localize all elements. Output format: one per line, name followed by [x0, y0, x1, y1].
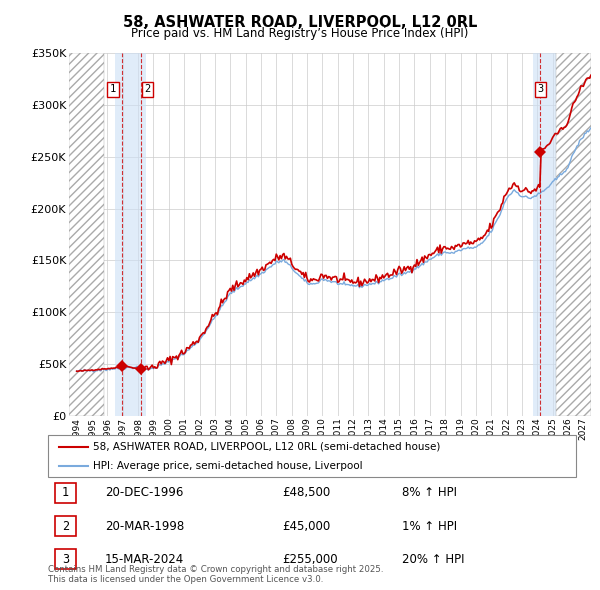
Text: 3: 3 — [62, 553, 69, 566]
Text: 1% ↑ HPI: 1% ↑ HPI — [402, 520, 457, 533]
Text: 2: 2 — [62, 520, 69, 533]
Text: 20-MAR-1998: 20-MAR-1998 — [105, 520, 184, 533]
Text: 20-DEC-1996: 20-DEC-1996 — [105, 486, 184, 499]
Text: HPI: Average price, semi-detached house, Liverpool: HPI: Average price, semi-detached house,… — [93, 461, 362, 471]
Text: 1: 1 — [110, 84, 116, 94]
Text: 20% ↑ HPI: 20% ↑ HPI — [402, 553, 464, 566]
Bar — [556, 53, 591, 416]
FancyBboxPatch shape — [55, 549, 76, 569]
Text: £45,000: £45,000 — [282, 520, 330, 533]
Text: £255,000: £255,000 — [282, 553, 338, 566]
Text: Price paid vs. HM Land Registry’s House Price Index (HPI): Price paid vs. HM Land Registry’s House … — [131, 27, 469, 40]
Text: 1: 1 — [62, 486, 69, 499]
Text: 15-MAR-2024: 15-MAR-2024 — [105, 553, 184, 566]
FancyBboxPatch shape — [55, 483, 76, 503]
Text: 58, ASHWATER ROAD, LIVERPOOL, L12 0RL (semi-detached house): 58, ASHWATER ROAD, LIVERPOOL, L12 0RL (s… — [93, 441, 440, 451]
Bar — [69, 53, 104, 416]
Text: 58, ASHWATER ROAD, LIVERPOOL, L12 0RL: 58, ASHWATER ROAD, LIVERPOOL, L12 0RL — [123, 15, 477, 30]
Text: Contains HM Land Registry data © Crown copyright and database right 2025.
This d: Contains HM Land Registry data © Crown c… — [48, 565, 383, 584]
Bar — [533, 53, 556, 416]
Text: 2: 2 — [145, 84, 151, 94]
Bar — [115, 53, 146, 416]
FancyBboxPatch shape — [48, 435, 576, 477]
Text: 8% ↑ HPI: 8% ↑ HPI — [402, 486, 457, 499]
FancyBboxPatch shape — [55, 516, 76, 536]
Text: £48,500: £48,500 — [282, 486, 330, 499]
Text: 3: 3 — [538, 84, 544, 94]
